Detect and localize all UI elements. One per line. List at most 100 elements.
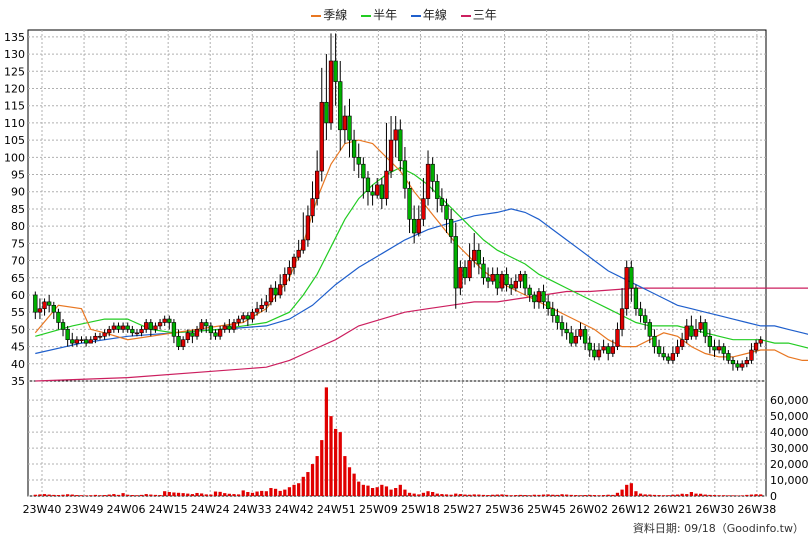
candle-body xyxy=(744,360,749,365)
candle-body xyxy=(310,198,315,217)
volume-bar xyxy=(481,494,486,496)
volume-bar xyxy=(449,494,453,496)
volume-bar xyxy=(250,492,255,496)
candle-body xyxy=(541,291,546,303)
volume-bar xyxy=(310,464,315,496)
candle-body xyxy=(37,308,43,313)
candle-body xyxy=(393,129,398,141)
volume-bar xyxy=(56,495,61,496)
volume-bar xyxy=(93,494,97,496)
volume-bar xyxy=(592,495,596,496)
candle-body xyxy=(402,160,408,189)
candle-body xyxy=(250,311,255,320)
volume-bar xyxy=(532,494,536,496)
candle-body xyxy=(730,360,736,365)
volume-bar xyxy=(754,494,758,496)
candle-body xyxy=(388,139,394,172)
legend-swatch-y xyxy=(410,14,421,17)
candle-body xyxy=(624,267,629,310)
volume-bar xyxy=(551,494,555,496)
candle-body xyxy=(569,332,574,344)
volume-bar xyxy=(749,494,754,496)
volume-bar xyxy=(745,494,749,496)
volume-bar xyxy=(301,476,305,496)
candle-body xyxy=(638,308,643,316)
volume-bar xyxy=(283,489,287,496)
candle-body xyxy=(83,339,89,344)
volume-bar xyxy=(352,473,356,496)
volume-tick-label: 10,000 xyxy=(770,474,808,487)
candle-body xyxy=(51,304,56,313)
candle-body xyxy=(134,332,140,335)
candle-body xyxy=(587,342,592,351)
volume-bar xyxy=(384,486,389,496)
x-tick-label: 26W21 xyxy=(653,503,692,516)
volume-bar xyxy=(324,387,329,496)
candle-body xyxy=(319,101,324,172)
legend-label-y: 年線 xyxy=(422,8,447,22)
volume-bar xyxy=(334,428,338,496)
volume-tick-label: 0 xyxy=(770,490,777,503)
candle-body xyxy=(527,287,532,296)
legend-swatch-q xyxy=(311,14,322,17)
volume-bar xyxy=(287,487,292,496)
volume-bar xyxy=(33,494,37,496)
volume-bar xyxy=(675,494,680,496)
candle-body xyxy=(462,267,468,279)
volume-bar xyxy=(357,481,361,496)
candle-body xyxy=(356,157,361,165)
volume-bar xyxy=(601,495,606,496)
candle-body xyxy=(509,284,514,289)
candle-body xyxy=(522,274,528,289)
candle-body xyxy=(153,325,158,330)
candle-body xyxy=(111,325,117,330)
volume-bar xyxy=(47,494,51,496)
candle-body xyxy=(79,339,84,342)
volume-bar xyxy=(75,495,79,496)
x-tick-label: 25W45 xyxy=(527,503,566,516)
volume-bar xyxy=(712,495,717,496)
volume-bar xyxy=(190,494,195,496)
volume-bar xyxy=(629,483,633,496)
volume-bar xyxy=(620,489,624,496)
volume-bar xyxy=(412,493,416,496)
x-tick-label: 24W24 xyxy=(191,503,230,516)
volume-bar xyxy=(606,494,610,496)
candle-body xyxy=(74,339,80,344)
volume-bar xyxy=(89,495,93,496)
candle-body xyxy=(513,280,518,289)
candle-body xyxy=(268,287,274,303)
price-tick-label: 115 xyxy=(4,100,25,113)
candle-body xyxy=(88,339,93,344)
volume-bar xyxy=(472,494,476,496)
volume-bar xyxy=(731,495,735,496)
volume-bar xyxy=(643,494,647,496)
volume-bar xyxy=(306,472,310,496)
candle-body xyxy=(499,274,505,289)
candle-body xyxy=(564,329,569,334)
candle-body xyxy=(254,308,260,313)
candle-body xyxy=(601,346,606,351)
volume-bar xyxy=(227,493,231,496)
volume-bar xyxy=(560,494,564,496)
candle-body xyxy=(689,325,694,337)
volume-bar xyxy=(112,494,116,496)
volume-bar xyxy=(361,484,365,496)
candle-body xyxy=(194,329,200,337)
price-tick-label: 65 xyxy=(11,272,25,285)
volume-bar xyxy=(574,495,578,496)
volume-bar xyxy=(565,494,569,496)
candle-body xyxy=(435,181,440,199)
candle-body xyxy=(328,60,334,124)
volume-bar xyxy=(380,484,384,496)
candle-body xyxy=(139,329,144,334)
candle-body xyxy=(47,301,52,306)
volume-bar xyxy=(398,484,402,496)
candle-body xyxy=(532,294,537,303)
candle-body xyxy=(102,332,107,337)
candle-body xyxy=(208,325,214,334)
candle-body xyxy=(291,256,297,268)
price-tick-label: 60 xyxy=(11,289,25,302)
candle-body xyxy=(338,81,343,131)
candle-body xyxy=(758,339,763,344)
